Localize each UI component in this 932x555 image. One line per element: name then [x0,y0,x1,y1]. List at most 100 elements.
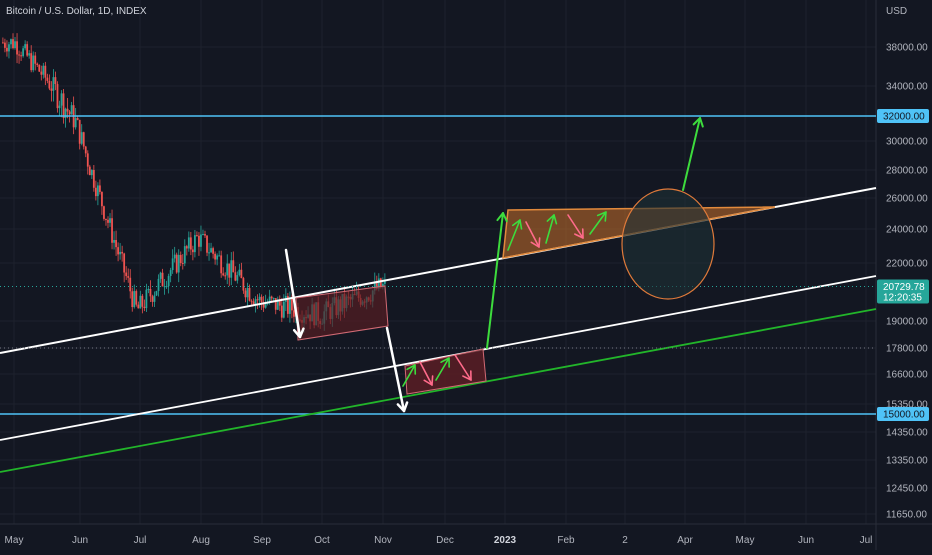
candle-body [109,218,111,223]
candle-body [125,272,128,277]
small-pink-arrow-head [423,375,434,386]
candle-body [159,272,162,279]
price-tick-label: 13350.00 [886,456,928,467]
candle-body [94,187,97,197]
candle-body [200,234,202,247]
candle-body [256,299,259,301]
price-label-badge [877,407,929,421]
candle-body [165,286,168,288]
price-axis: USD 38000.00 34000.00 30000.00 28000.00 26000… [877,6,929,521]
candle-body [90,170,93,176]
candle-body [22,48,25,57]
small-pink-arrow [567,214,584,239]
candle-body [137,304,140,309]
countdown-label: 12:20:35 [883,293,922,304]
candle-body [250,300,253,302]
small-green-arrow-head [511,219,523,230]
candle-body [177,254,180,273]
candle-body [194,235,196,253]
time-tick-label: Jun [72,535,88,546]
candle-body [214,253,217,260]
time-tick-label: Feb [557,535,575,546]
candle-body [117,247,119,255]
small-green-arrow [402,364,416,387]
candle-body [127,276,130,278]
white-drop-arrow-sep [284,248,302,339]
candle-body [60,93,63,106]
candle-body [50,88,53,91]
candle-body [88,166,91,176]
candle-body [105,218,107,220]
time-tick-label: Jul [134,535,147,546]
candle-body [262,302,265,308]
small-green-arrow [545,214,555,244]
candle-body [38,65,41,72]
candle-body [62,93,65,118]
candle-body [381,283,384,288]
candle-body [145,289,148,309]
price-tick-label: 14350.00 [886,428,928,439]
white-drop-arrow-nov-head [396,401,409,413]
candle-body [42,65,45,75]
projected-box [404,348,487,395]
candle-body [4,42,6,48]
candle-body [187,237,190,249]
candle-body [28,53,31,56]
candle-body [274,298,277,310]
candle-body [141,295,144,307]
candle-body [131,291,134,308]
candle-body [20,55,22,57]
candle-body [86,153,89,167]
candle-body [66,108,69,112]
small-pink-arrow-head [462,370,472,381]
candle-body [383,280,386,284]
candle-body [169,270,172,277]
candle-body [252,301,255,305]
price-tick-label: 34000.00 [886,82,928,93]
time-tick-label: 2023 [494,535,517,546]
time-tick-label: Sep [253,535,271,546]
small-pink-arrow [419,361,433,386]
candle-body [189,237,192,250]
candle-body [236,275,239,281]
candle-body [206,235,208,253]
candle-body [375,281,378,289]
time-tick-label: May [736,535,755,546]
candle-body [268,296,271,303]
candle-body [270,296,273,299]
price-tick-label: 26000.00 [886,194,928,205]
candle-body [149,289,152,297]
white-drop-arrow-nov [385,326,406,413]
candle-body [230,260,233,278]
candle-body [238,269,241,276]
white-drop-arrow-sep-head [292,327,305,339]
candle-body [212,248,214,254]
candle-body [288,298,291,314]
candle-body [115,239,117,248]
candle-body [246,287,249,298]
candle-body [155,291,158,296]
candle-body [8,44,10,52]
candle-body [228,263,231,278]
price-label-value: 32000.00 [883,112,925,123]
candle-body [167,276,170,287]
candle-body [278,299,281,306]
candle-body [210,248,212,253]
candle-body [58,105,61,109]
time-tick-label: Apr [677,535,693,546]
candle-body [46,77,49,81]
candle-body [80,132,83,144]
candle-body [282,301,285,318]
candles [2,33,386,333]
candle-body [183,246,186,264]
candle-body [291,298,293,311]
candle-body [92,170,95,188]
time-tick-label: Jun [798,535,814,546]
time-tick-label: Oct [314,535,330,546]
price-tick-label: 30000.00 [886,137,928,148]
candle-body [99,185,101,192]
candle-body [286,296,289,314]
